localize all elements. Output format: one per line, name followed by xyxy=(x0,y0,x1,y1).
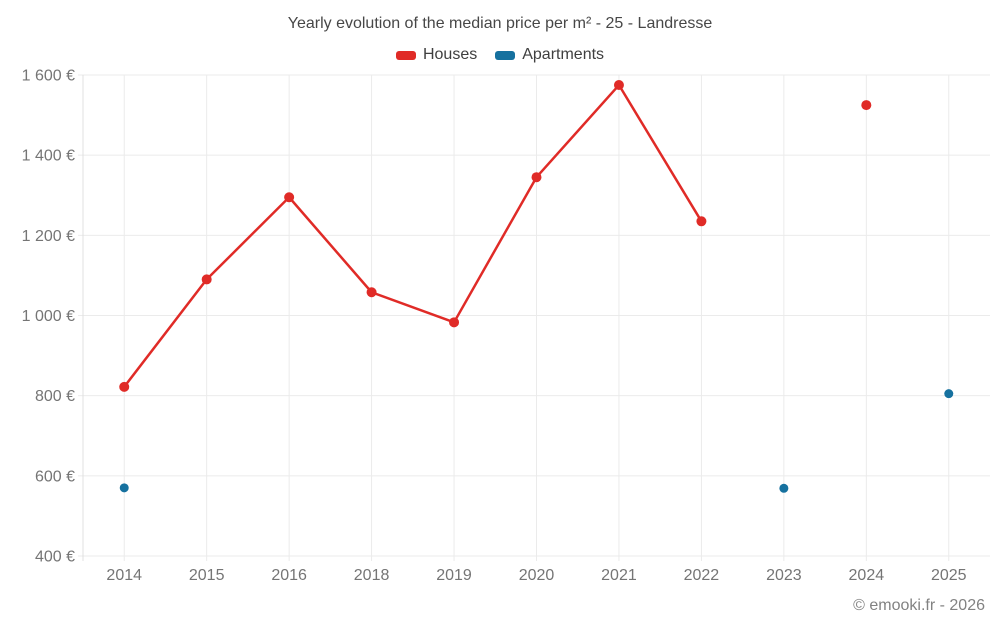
x-tick-label: 2014 xyxy=(106,567,142,584)
y-tick-label: 400 € xyxy=(35,549,75,566)
x-tick-label: 2020 xyxy=(519,567,555,584)
y-tick-label: 1 600 € xyxy=(22,68,75,85)
data-point-houses-2014[interactable] xyxy=(119,381,130,392)
x-tick-label: 2018 xyxy=(354,567,390,584)
data-point-houses-2021[interactable] xyxy=(613,80,624,91)
data-point-houses-2016[interactable] xyxy=(284,192,295,203)
x-tick-label: 2019 xyxy=(436,567,472,584)
y-tick-label: 600 € xyxy=(35,468,75,485)
data-point-houses-2024[interactable] xyxy=(861,100,872,111)
apartments-swatch-icon xyxy=(495,50,516,60)
data-point-houses-2022[interactable] xyxy=(696,216,707,227)
data-point-houses-2018[interactable] xyxy=(366,287,377,298)
copyright-credit: © emooki.fr - 2026 xyxy=(853,597,985,614)
legend-label-apartments: Apartments xyxy=(522,46,605,63)
chart-legend: Houses Apartments xyxy=(0,46,1000,64)
y-tick-label: 1 200 € xyxy=(22,228,75,245)
x-tick-label: 2025 xyxy=(931,567,967,584)
y-tick-label: 1 000 € xyxy=(22,308,75,325)
chart-title: Yearly evolution of the median price per… xyxy=(287,15,713,32)
x-tick-label: 2021 xyxy=(601,567,637,584)
x-tick-label: 2023 xyxy=(766,567,802,584)
x-tick-label: 2015 xyxy=(189,567,225,584)
x-tick-label: 2016 xyxy=(271,567,307,584)
data-point-houses-2015[interactable] xyxy=(201,274,212,285)
data-point-apartments-2025[interactable] xyxy=(944,389,954,399)
legend-item-apartments[interactable]: Apartments xyxy=(495,46,604,64)
houses-swatch-icon xyxy=(395,50,416,60)
data-point-houses-2019[interactable] xyxy=(449,317,460,328)
data-point-apartments-2023[interactable] xyxy=(779,483,789,493)
x-tick-label: 2024 xyxy=(849,567,885,584)
x-tick-label: 2022 xyxy=(684,567,720,584)
series-line-houses xyxy=(122,83,703,389)
data-point-houses-2020[interactable] xyxy=(531,172,542,183)
y-tick-label: 800 € xyxy=(35,388,75,405)
y-tick-label: 1 400 € xyxy=(22,148,75,165)
data-point-apartments-2014[interactable] xyxy=(119,483,129,493)
legend-item-houses[interactable]: Houses xyxy=(395,46,478,64)
legend-label-houses: Houses xyxy=(422,46,478,63)
